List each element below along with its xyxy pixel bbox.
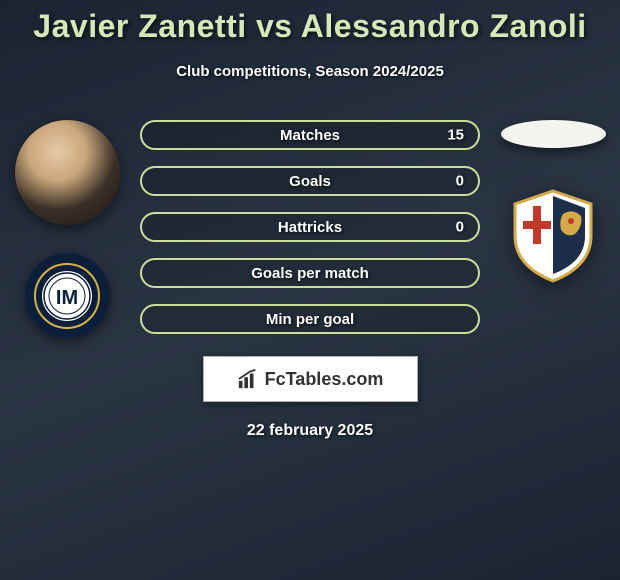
player-left-photo xyxy=(15,120,120,225)
genoa-logo-icon xyxy=(503,186,603,286)
stat-row-hattricks: Hattricks 0 xyxy=(140,212,480,242)
brand-text: FcTables.com xyxy=(265,369,384,390)
date-text: 22 february 2025 xyxy=(247,422,373,440)
chart-icon xyxy=(237,368,259,390)
season-subtitle: Club competitions, Season 2024/2025 xyxy=(0,63,620,80)
stats-column: Matches 15 Goals 0 Hattricks 0 Goals per… xyxy=(140,118,480,334)
brand-badge[interactable]: FcTables.com xyxy=(203,356,418,402)
club-right-logo xyxy=(503,186,603,286)
stat-row-goals-per-match: Goals per match xyxy=(140,258,480,288)
stat-value-right: 0 xyxy=(456,219,464,236)
main-area: IM Matches 15 Goals 0 Hattricks 0 Goals … xyxy=(0,118,620,338)
page-title: Javier Zanetti vs Alessandro Zanoli xyxy=(0,8,620,45)
player-left-column: IM xyxy=(12,118,122,338)
club-left-logo: IM xyxy=(25,253,110,338)
player-right-column xyxy=(498,118,608,286)
stat-label: Matches xyxy=(280,127,340,144)
comparison-card: Javier Zanetti vs Alessandro Zanoli Club… xyxy=(0,0,620,440)
stat-row-goals: Goals 0 xyxy=(140,166,480,196)
stat-label: Min per goal xyxy=(266,311,354,328)
stat-row-matches: Matches 15 xyxy=(140,120,480,150)
stat-value-right: 0 xyxy=(456,173,464,190)
player-right-placeholder xyxy=(501,120,606,148)
stat-row-min-per-goal: Min per goal xyxy=(140,304,480,334)
stat-label: Goals xyxy=(289,173,331,190)
stat-label: Goals per match xyxy=(251,265,369,282)
stat-value-right: 15 xyxy=(447,127,464,144)
svg-text:IM: IM xyxy=(56,287,78,309)
footer: FcTables.com 22 february 2025 xyxy=(0,356,620,440)
inter-logo-icon: IM xyxy=(32,261,102,331)
stat-label: Hattricks xyxy=(278,219,342,236)
